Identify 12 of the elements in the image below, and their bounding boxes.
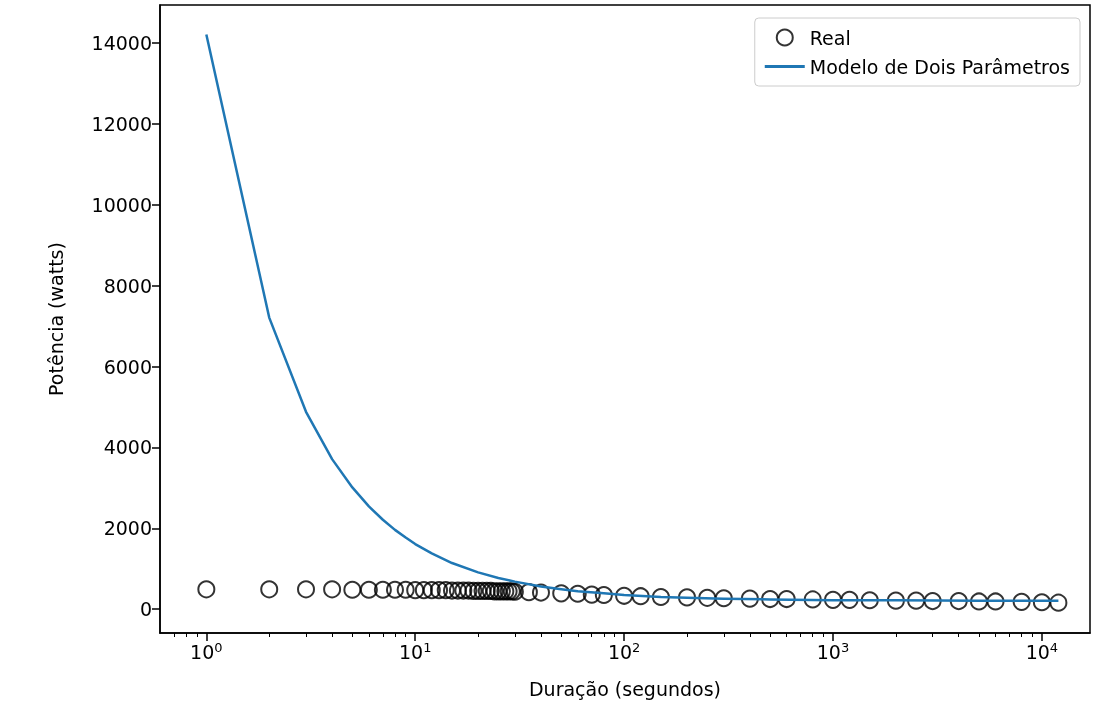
y-tick-label: 12000 — [91, 112, 152, 135]
y-tick-label: 8000 — [103, 274, 152, 297]
y-tick-label: 14000 — [91, 32, 152, 55]
y-tick-label: 6000 — [103, 355, 152, 378]
x-axis-title: Duração (segundos) — [528, 677, 722, 700]
y-tick-label: 4000 — [103, 436, 152, 459]
y-tick-label: 10000 — [91, 193, 152, 216]
y-axis-title: Potência (watts) — [44, 242, 67, 396]
y-tick-label: 2000 — [103, 517, 152, 540]
legend-label: Modelo de Dois Parâmetros — [809, 55, 1071, 78]
legend-label: Real — [809, 26, 851, 49]
y-tick-label: 0 — [139, 598, 152, 621]
